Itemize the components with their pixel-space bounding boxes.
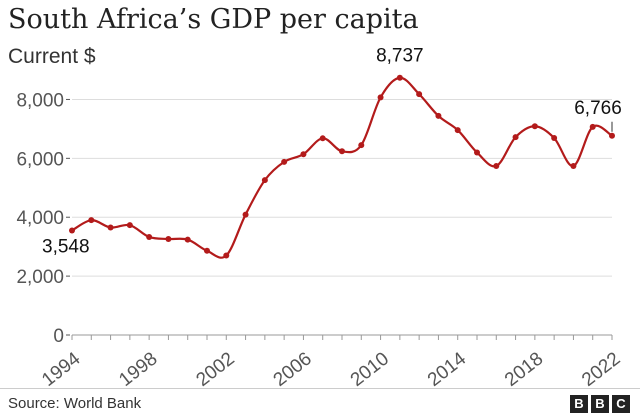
data-label: 6,766: [574, 98, 622, 119]
data-point: [474, 149, 480, 156]
bbc-logo-letter: B: [570, 395, 588, 413]
x-tick-label: 2010: [347, 348, 393, 388]
data-point: [589, 123, 596, 130]
data-point: [609, 132, 615, 139]
y-tick-label: 2,000: [16, 267, 64, 288]
data-point: [339, 148, 345, 155]
data-point: [126, 222, 133, 229]
x-tick-label: 2018: [501, 348, 547, 388]
x-tick-label: 2022: [578, 348, 624, 388]
x-tick-label: 2002: [192, 348, 238, 388]
data-point: [435, 112, 442, 119]
bbc-logo: B B C: [570, 395, 630, 413]
source-note: Source: World Bank: [8, 395, 142, 412]
y-tick-label: 0: [53, 326, 64, 347]
data-point: [377, 94, 384, 101]
data-point: [531, 123, 538, 130]
x-tick-label: 2006: [270, 348, 316, 388]
y-tick-label: 4,000: [16, 208, 64, 229]
data-point: [184, 236, 191, 243]
data-label: 8,737: [376, 46, 424, 67]
bbc-logo-letter: B: [591, 395, 609, 413]
data-point: [223, 252, 230, 259]
x-tick-label: 1998: [115, 348, 161, 388]
data-point: [454, 127, 461, 134]
data-point: [493, 162, 500, 169]
gdp-line-chart: 0 2,000 4,000 6,000 8,000 1994 1998 2002 2006 201…: [16, 46, 624, 388]
data-point: [512, 134, 519, 141]
x-tick-label: 1994: [38, 348, 85, 388]
series-line: [71, 76, 613, 259]
data-point: [396, 74, 403, 81]
data-point: [242, 211, 249, 218]
data-point: [107, 224, 114, 231]
bbc-logo-letter: C: [612, 395, 630, 413]
data-point: [261, 177, 268, 184]
data-point: [551, 135, 558, 142]
data-point: [146, 233, 153, 240]
data-point: [281, 158, 288, 165]
data-point: [204, 247, 210, 254]
data-point: [570, 162, 577, 169]
data-point: [165, 236, 172, 243]
footer-divider: [0, 388, 640, 389]
chart-title: South Africa’s GDP per capita: [8, 4, 419, 35]
y-tick-label: 6,000: [16, 149, 64, 170]
data-label: 3,548: [42, 237, 90, 258]
chart-subtitle: Current $: [8, 45, 96, 68]
data-point: [416, 91, 423, 98]
data-point: [319, 135, 326, 142]
x-tick-label: 2014: [424, 348, 471, 388]
data-point: [300, 151, 307, 158]
data-point: [69, 227, 75, 234]
y-tick-label: 8,000: [16, 90, 64, 111]
data-point: [358, 142, 365, 149]
data-point: [88, 217, 95, 224]
